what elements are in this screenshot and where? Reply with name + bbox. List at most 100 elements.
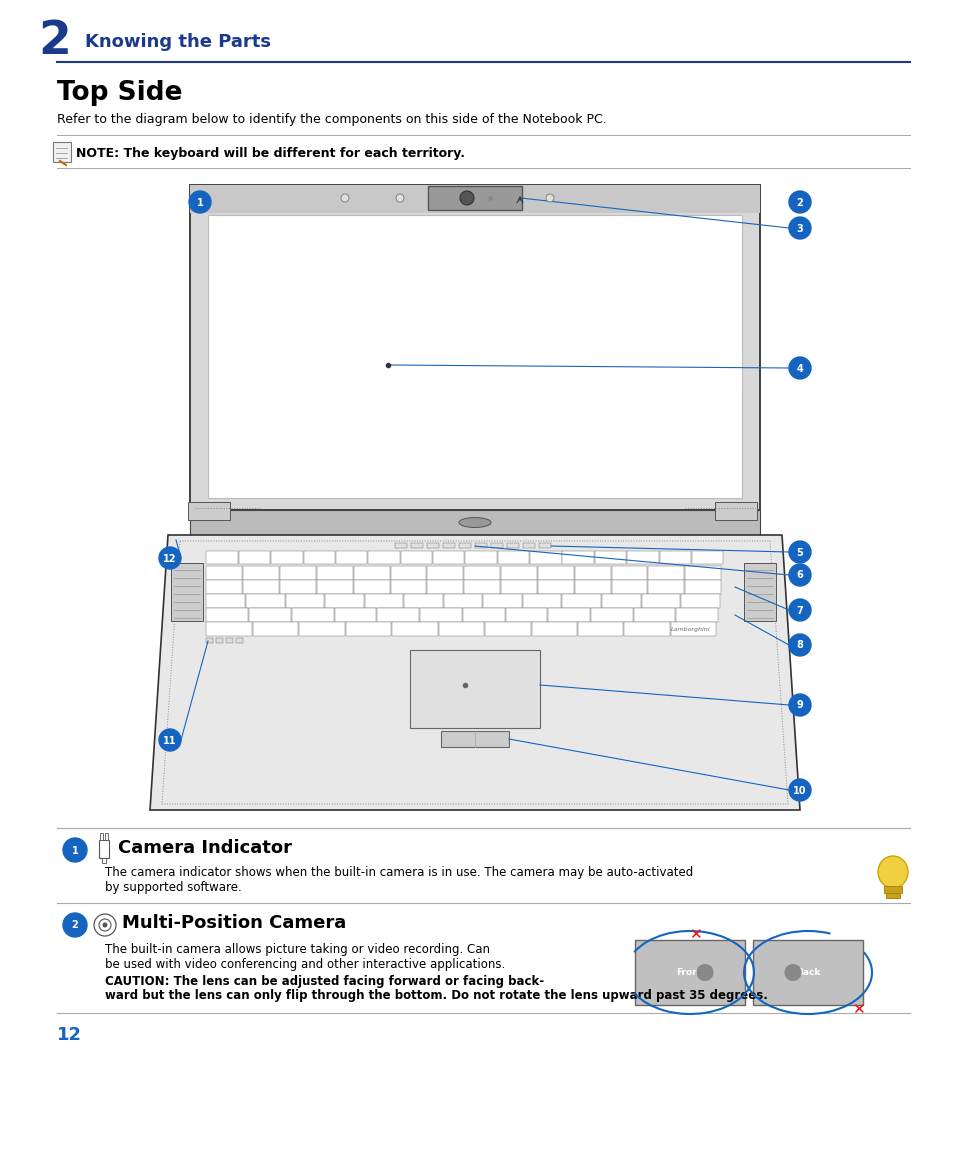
Text: 4: 4 bbox=[796, 364, 802, 373]
Circle shape bbox=[697, 964, 712, 981]
FancyBboxPatch shape bbox=[537, 566, 573, 580]
Circle shape bbox=[788, 634, 810, 656]
Text: 10: 10 bbox=[792, 785, 806, 796]
Text: 5: 5 bbox=[796, 547, 802, 558]
FancyBboxPatch shape bbox=[500, 580, 537, 594]
Text: Front: Front bbox=[676, 968, 702, 977]
Text: Refer to the diagram below to identify the components on this side of the Notebo: Refer to the diagram below to identify t… bbox=[57, 112, 606, 126]
Circle shape bbox=[159, 729, 181, 751]
Text: 6: 6 bbox=[796, 571, 802, 581]
FancyBboxPatch shape bbox=[411, 543, 422, 547]
FancyBboxPatch shape bbox=[246, 594, 284, 608]
FancyBboxPatch shape bbox=[206, 621, 252, 635]
FancyBboxPatch shape bbox=[206, 580, 242, 594]
FancyBboxPatch shape bbox=[462, 608, 504, 621]
FancyBboxPatch shape bbox=[743, 562, 775, 621]
FancyBboxPatch shape bbox=[624, 621, 669, 635]
Circle shape bbox=[788, 191, 810, 213]
FancyBboxPatch shape bbox=[100, 833, 103, 840]
FancyBboxPatch shape bbox=[548, 608, 589, 621]
FancyBboxPatch shape bbox=[392, 621, 437, 635]
Text: 3: 3 bbox=[796, 224, 802, 233]
Text: The camera indicator shows when the built-in camera is in use. The camera may be: The camera indicator shows when the buil… bbox=[105, 866, 693, 879]
FancyBboxPatch shape bbox=[354, 580, 389, 594]
FancyBboxPatch shape bbox=[354, 566, 389, 580]
FancyBboxPatch shape bbox=[500, 566, 537, 580]
FancyBboxPatch shape bbox=[404, 594, 442, 608]
FancyBboxPatch shape bbox=[641, 594, 679, 608]
FancyBboxPatch shape bbox=[648, 566, 683, 580]
FancyBboxPatch shape bbox=[595, 551, 625, 564]
FancyBboxPatch shape bbox=[105, 833, 108, 840]
FancyBboxPatch shape bbox=[390, 580, 426, 594]
FancyBboxPatch shape bbox=[190, 185, 760, 511]
FancyBboxPatch shape bbox=[208, 215, 741, 498]
FancyBboxPatch shape bbox=[522, 594, 561, 608]
Circle shape bbox=[788, 217, 810, 239]
FancyBboxPatch shape bbox=[506, 543, 518, 547]
FancyBboxPatch shape bbox=[249, 608, 291, 621]
FancyBboxPatch shape bbox=[102, 858, 106, 863]
FancyBboxPatch shape bbox=[626, 551, 658, 564]
FancyBboxPatch shape bbox=[464, 580, 499, 594]
FancyBboxPatch shape bbox=[475, 543, 486, 547]
Text: Knowing the Parts: Knowing the Parts bbox=[85, 33, 271, 51]
FancyBboxPatch shape bbox=[574, 580, 610, 594]
FancyBboxPatch shape bbox=[215, 638, 223, 643]
Circle shape bbox=[788, 564, 810, 586]
FancyBboxPatch shape bbox=[611, 566, 647, 580]
FancyBboxPatch shape bbox=[206, 594, 245, 608]
FancyBboxPatch shape bbox=[633, 608, 675, 621]
FancyBboxPatch shape bbox=[465, 551, 497, 564]
FancyBboxPatch shape bbox=[335, 608, 376, 621]
FancyBboxPatch shape bbox=[635, 940, 744, 1005]
FancyBboxPatch shape bbox=[316, 566, 353, 580]
FancyBboxPatch shape bbox=[684, 566, 720, 580]
FancyBboxPatch shape bbox=[562, 551, 593, 564]
FancyBboxPatch shape bbox=[271, 551, 302, 564]
FancyBboxPatch shape bbox=[433, 551, 464, 564]
FancyBboxPatch shape bbox=[206, 608, 248, 621]
Text: 11: 11 bbox=[163, 736, 176, 745]
FancyBboxPatch shape bbox=[611, 580, 647, 594]
FancyBboxPatch shape bbox=[171, 562, 203, 621]
FancyBboxPatch shape bbox=[53, 142, 71, 162]
FancyBboxPatch shape bbox=[440, 731, 509, 747]
FancyBboxPatch shape bbox=[442, 543, 455, 547]
FancyBboxPatch shape bbox=[659, 551, 690, 564]
Circle shape bbox=[788, 694, 810, 716]
Circle shape bbox=[340, 194, 349, 202]
Circle shape bbox=[788, 357, 810, 379]
FancyBboxPatch shape bbox=[253, 621, 298, 635]
FancyBboxPatch shape bbox=[578, 621, 622, 635]
FancyBboxPatch shape bbox=[190, 511, 760, 535]
Text: 8: 8 bbox=[796, 641, 802, 650]
Circle shape bbox=[545, 194, 554, 202]
Circle shape bbox=[63, 839, 87, 862]
Circle shape bbox=[459, 191, 474, 204]
FancyBboxPatch shape bbox=[285, 594, 324, 608]
FancyBboxPatch shape bbox=[714, 502, 757, 520]
Text: Multi-Position Camera: Multi-Position Camera bbox=[122, 914, 346, 932]
FancyBboxPatch shape bbox=[427, 566, 463, 580]
FancyBboxPatch shape bbox=[505, 608, 547, 621]
FancyBboxPatch shape bbox=[676, 608, 718, 621]
Text: ✕: ✕ bbox=[688, 927, 700, 942]
FancyBboxPatch shape bbox=[303, 551, 335, 564]
Circle shape bbox=[788, 541, 810, 562]
FancyBboxPatch shape bbox=[427, 543, 438, 547]
FancyBboxPatch shape bbox=[574, 566, 610, 580]
Circle shape bbox=[788, 778, 810, 802]
FancyBboxPatch shape bbox=[316, 580, 353, 594]
FancyBboxPatch shape bbox=[299, 621, 344, 635]
Circle shape bbox=[102, 923, 108, 927]
Text: 1: 1 bbox=[71, 845, 78, 856]
Text: Camera Indicator: Camera Indicator bbox=[118, 839, 292, 857]
FancyBboxPatch shape bbox=[684, 580, 720, 594]
FancyBboxPatch shape bbox=[419, 608, 461, 621]
Text: by supported software.: by supported software. bbox=[105, 881, 241, 894]
Text: ✕: ✕ bbox=[851, 1003, 863, 1018]
Text: be used with video conferencing and other interactive applications.: be used with video conferencing and othe… bbox=[105, 957, 505, 971]
Text: Top Side: Top Side bbox=[57, 80, 182, 106]
FancyBboxPatch shape bbox=[206, 638, 213, 643]
